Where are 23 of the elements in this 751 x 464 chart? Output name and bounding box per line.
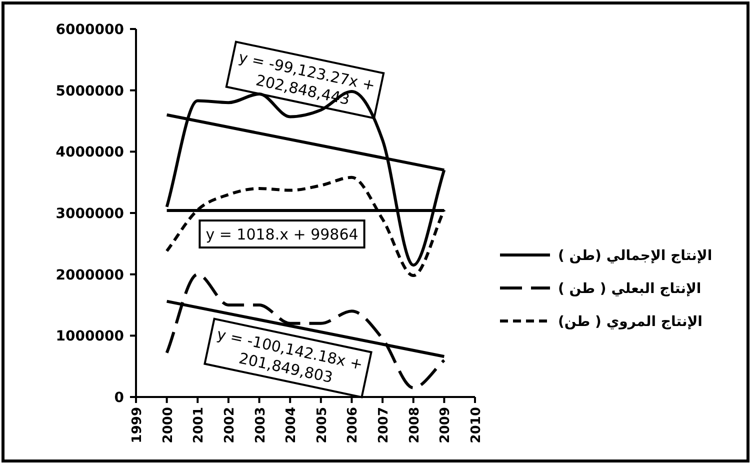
x-tick-label: 2008 — [407, 407, 422, 444]
y-tick-label: 0 — [114, 390, 124, 406]
y-tick-label: 3000000 — [56, 206, 124, 222]
x-tick-label: 2009 — [438, 407, 454, 444]
x-tick-label: 2007 — [376, 407, 392, 444]
y-tick-label: 5000000 — [56, 83, 124, 100]
legend-label: الإنتاج الإجمالي (طن ) — [558, 248, 712, 264]
legend-label: الإنتاج المروي ( طن) — [558, 314, 702, 330]
x-tick-label: 2006 — [346, 407, 361, 444]
y-tick-label: 1000000 — [56, 328, 124, 345]
x-tick-label: 2001 — [192, 407, 207, 444]
x-tick-label: 2004 — [284, 407, 300, 444]
annotation: y = 1018.x + 99864 — [206, 226, 358, 244]
x-tick-label: 2002 — [222, 407, 238, 444]
y-tick-label: 4000000 — [56, 144, 124, 161]
legend-label: الإنتاج البعلي ( طن ) — [558, 281, 702, 297]
x-tick-label: 2000 — [160, 407, 176, 444]
y-tick-label: 6000000 — [56, 22, 124, 38]
x-tick-label: 2010 — [469, 407, 484, 444]
x-tick-label: 1999 — [130, 407, 145, 444]
x-tick-label: 2003 — [253, 407, 268, 444]
y-tick-label: 2000000 — [56, 267, 124, 284]
x-tick-label: 2005 — [314, 407, 330, 444]
